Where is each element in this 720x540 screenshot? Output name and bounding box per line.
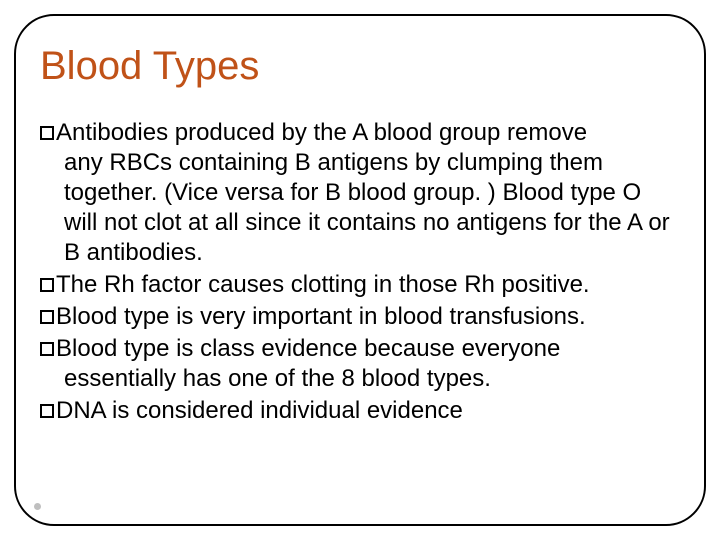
bullet-text: Blood type is class evidence because eve… [56,335,560,362]
bullet-text: The Rh factor causes clotting in those R… [56,271,590,298]
footer-dot-icon [34,503,41,510]
bullet-item: DNA is considered individual evidence [40,396,680,426]
square-bullet-icon [40,126,54,140]
bullet-text: Blood type is very important in blood tr… [56,303,586,330]
bullet-item: Blood type is very important in blood tr… [40,302,680,332]
bullet-text-cont: any RBCs containing B antigens by clumpi… [40,148,680,268]
bullet-text: DNA is considered individual evidence [56,397,463,424]
square-bullet-icon [40,310,54,324]
slide-title: Blood Types [40,44,259,89]
bullet-item: The Rh factor causes clotting in those R… [40,270,680,300]
bullet-item: Blood type is class evidence because eve… [40,334,680,394]
bullet-text: Antibodies produced by the A blood group… [56,119,587,146]
square-bullet-icon [40,342,54,356]
bullet-item: Antibodies produced by the A blood group… [40,118,680,268]
slide-body: Antibodies produced by the A blood group… [40,118,680,428]
slide: Blood Types Antibodies produced by the A… [0,0,720,540]
square-bullet-icon [40,404,54,418]
bullet-text-cont: essentially has one of the 8 blood types… [40,364,680,394]
square-bullet-icon [40,278,54,292]
